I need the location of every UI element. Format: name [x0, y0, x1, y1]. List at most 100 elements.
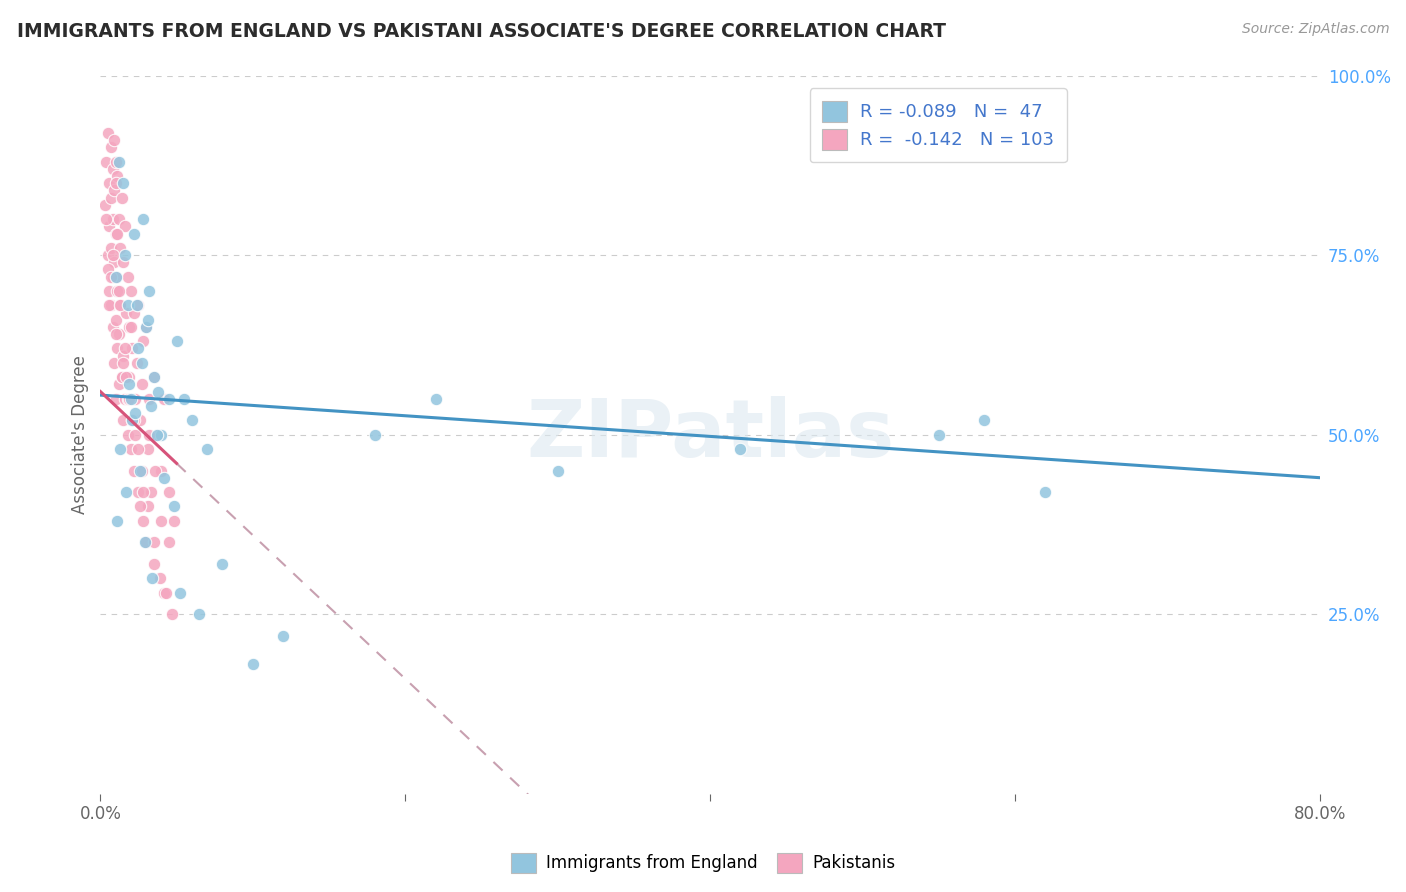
Point	[132, 334, 155, 349]
Point	[139, 399, 162, 413]
Point	[104, 269, 127, 284]
Point	[138, 284, 160, 298]
Point	[98, 219, 121, 234]
Point	[108, 298, 131, 312]
Point	[153, 392, 176, 406]
Point	[120, 284, 142, 298]
Point	[118, 392, 141, 406]
Point	[135, 319, 157, 334]
Point	[142, 535, 165, 549]
Point	[111, 191, 134, 205]
Point	[104, 176, 127, 190]
Point	[112, 356, 135, 370]
Point	[153, 471, 176, 485]
Point	[547, 463, 569, 477]
Point	[112, 413, 135, 427]
Point	[142, 557, 165, 571]
Point	[160, 607, 183, 621]
Point	[104, 227, 127, 241]
Point	[134, 535, 156, 549]
Point	[195, 442, 218, 456]
Point	[162, 514, 184, 528]
Point	[142, 370, 165, 384]
Point	[96, 212, 118, 227]
Text: IMMIGRANTS FROM ENGLAND VS PAKISTANI ASSOCIATE'S DEGREE CORRELATION CHART: IMMIGRANTS FROM ENGLAND VS PAKISTANI ASS…	[17, 22, 946, 41]
Point	[211, 557, 233, 571]
Point	[104, 269, 127, 284]
Point	[104, 392, 127, 406]
Point	[129, 413, 152, 427]
Point	[145, 427, 167, 442]
Point	[157, 392, 180, 406]
Point	[928, 427, 950, 442]
Point	[131, 463, 153, 477]
Y-axis label: Associate's Degree: Associate's Degree	[72, 355, 89, 514]
Point	[124, 406, 146, 420]
Point	[114, 219, 136, 234]
Point	[180, 413, 202, 427]
Point	[117, 392, 139, 406]
Point	[131, 356, 153, 370]
Point	[122, 305, 145, 319]
Point	[153, 585, 176, 599]
Point	[132, 212, 155, 227]
Point	[136, 442, 159, 456]
Point	[150, 463, 173, 477]
Text: ZIPatlas: ZIPatlas	[526, 395, 894, 474]
Point	[157, 535, 180, 549]
Point	[136, 500, 159, 514]
Point	[107, 154, 129, 169]
Point	[108, 241, 131, 255]
Point	[118, 370, 141, 384]
Point	[101, 248, 124, 262]
Point	[150, 427, 173, 442]
Text: Source: ZipAtlas.com: Source: ZipAtlas.com	[1241, 22, 1389, 37]
Point	[129, 500, 152, 514]
Point	[155, 585, 177, 599]
Point	[100, 140, 122, 154]
Point	[101, 319, 124, 334]
Point	[141, 571, 163, 585]
Point	[118, 377, 141, 392]
Point	[129, 463, 152, 477]
Point	[98, 298, 121, 312]
Point	[97, 248, 120, 262]
Point	[121, 413, 143, 427]
Point	[101, 212, 124, 227]
Point	[169, 585, 191, 599]
Point	[363, 427, 385, 442]
Point	[148, 427, 170, 442]
Point	[425, 392, 447, 406]
Point	[127, 485, 149, 500]
Point	[973, 413, 995, 427]
Point	[124, 427, 146, 442]
Point	[114, 342, 136, 356]
Point	[142, 370, 165, 384]
Point	[138, 392, 160, 406]
Point	[135, 319, 157, 334]
Point	[112, 255, 135, 269]
Point	[131, 377, 153, 392]
Point	[104, 327, 127, 342]
Point	[1033, 485, 1056, 500]
Point	[105, 227, 128, 241]
Point	[127, 442, 149, 456]
Point	[271, 629, 294, 643]
Point	[127, 298, 149, 312]
Point	[157, 485, 180, 500]
Point	[139, 485, 162, 500]
Point	[100, 298, 122, 312]
Point	[112, 176, 135, 190]
Point	[122, 227, 145, 241]
Point	[105, 342, 128, 356]
Point	[150, 514, 173, 528]
Point	[105, 514, 128, 528]
Point	[138, 427, 160, 442]
Point	[103, 255, 125, 269]
Point	[730, 442, 752, 456]
Point	[108, 298, 131, 312]
Point	[115, 485, 138, 500]
Point	[112, 349, 135, 363]
Point	[120, 392, 142, 406]
Point	[117, 298, 139, 312]
